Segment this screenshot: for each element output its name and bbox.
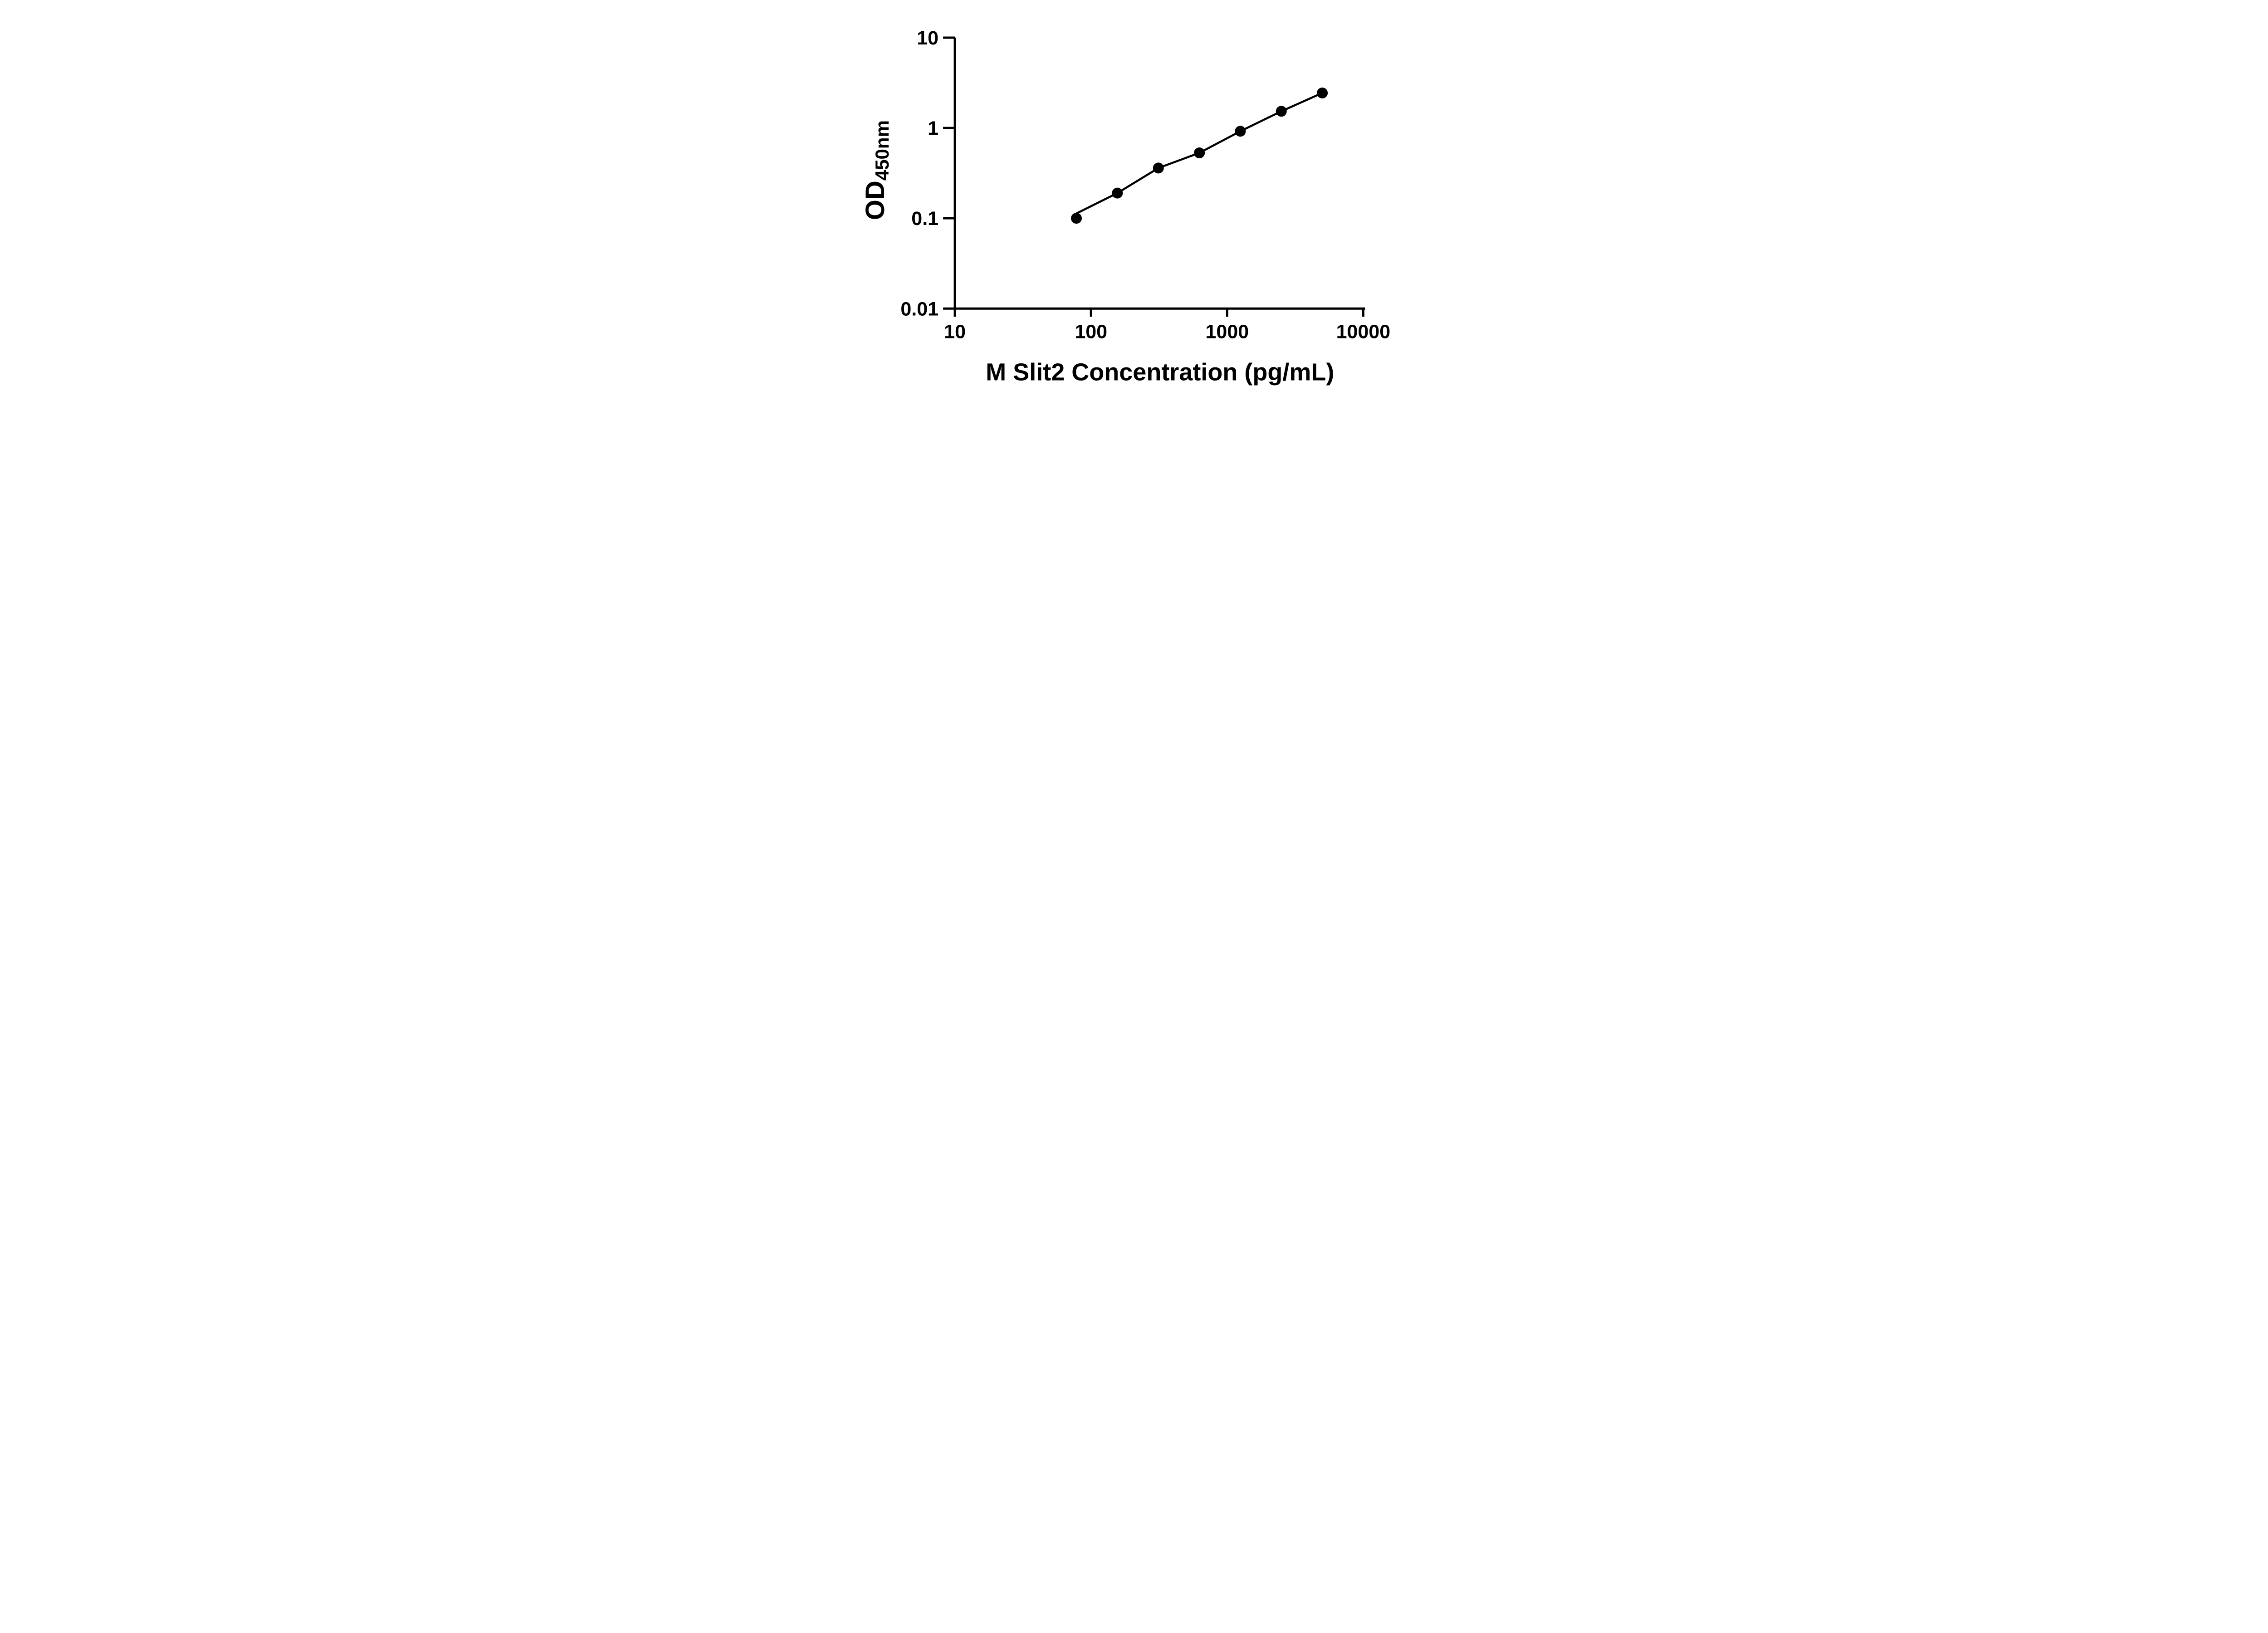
data-point	[1112, 187, 1123, 199]
x-tick-label: 1000	[1205, 321, 1249, 342]
y-tick-label: 10	[917, 27, 938, 49]
y-tick-label: 1	[928, 117, 938, 139]
y-tick-label: 0.01	[900, 298, 938, 320]
data-point	[1276, 106, 1287, 117]
axes-group	[953, 38, 1365, 310]
y-axis-title-main: OD	[860, 181, 890, 220]
chart-svg: 10 1 0.1 0.01 10 100 1000 10000 M Slit2 Concent…	[842, 0, 1426, 409]
elisa-standard-curve-figure: 10 1 0.1 0.01 10 100 1000 10000 M Slit2 Concent…	[842, 0, 1426, 409]
x-axis-title: M Slit2 Concentration (pg/mL)	[986, 358, 1334, 386]
x-tick-label: 10	[944, 321, 966, 342]
tick-marks-group	[943, 36, 1364, 317]
data-point	[1153, 162, 1164, 174]
y-axis-title-subscript: 450nm	[871, 120, 893, 181]
data-point	[1235, 126, 1246, 137]
x-tick-label: 100	[1075, 321, 1107, 342]
y-axis-title: OD450nm	[860, 120, 893, 220]
x-tick-label: 10000	[1336, 321, 1391, 342]
y-tick-label: 0.1	[911, 208, 938, 230]
data-point	[1194, 147, 1205, 159]
tick-labels-group: 10 1 0.1 0.01 10 100 1000 10000	[900, 27, 1390, 342]
data-point	[1317, 87, 1328, 98]
data-points-group	[1070, 87, 1328, 224]
data-point	[1070, 213, 1082, 224]
